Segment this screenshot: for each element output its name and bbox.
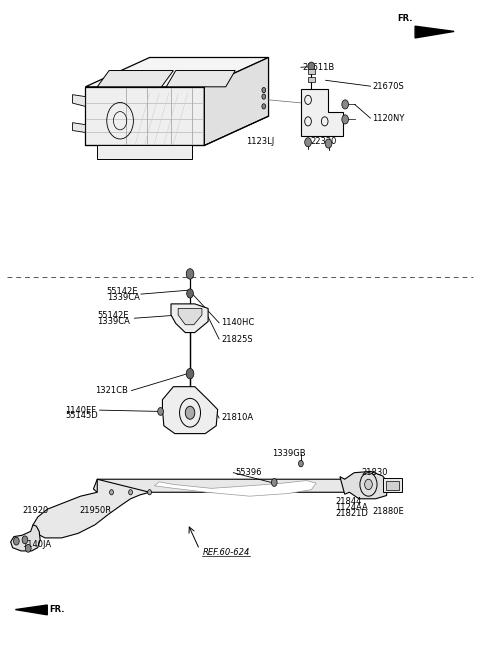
Circle shape xyxy=(342,115,348,124)
Polygon shape xyxy=(155,481,316,496)
Text: 1321CB: 1321CB xyxy=(95,386,128,395)
Circle shape xyxy=(22,536,28,544)
Text: 21810A: 21810A xyxy=(221,413,253,422)
Polygon shape xyxy=(415,26,454,38)
Polygon shape xyxy=(72,94,85,106)
Polygon shape xyxy=(97,146,192,159)
Text: 1140HC: 1140HC xyxy=(221,318,254,327)
Circle shape xyxy=(262,94,266,99)
Text: 1339CA: 1339CA xyxy=(97,317,130,326)
Circle shape xyxy=(13,537,19,545)
Polygon shape xyxy=(340,472,387,499)
Circle shape xyxy=(305,138,312,147)
Circle shape xyxy=(325,139,332,148)
Text: 21825S: 21825S xyxy=(221,335,252,344)
Text: 55142E: 55142E xyxy=(107,287,138,296)
Circle shape xyxy=(129,489,132,495)
Text: FR.: FR. xyxy=(397,14,412,23)
Polygon shape xyxy=(72,123,85,133)
Circle shape xyxy=(187,289,193,298)
Circle shape xyxy=(185,406,195,419)
Text: 1120NY: 1120NY xyxy=(372,113,405,123)
Polygon shape xyxy=(85,58,268,87)
Bar xyxy=(383,478,402,492)
Polygon shape xyxy=(97,71,173,87)
Polygon shape xyxy=(204,58,268,146)
Circle shape xyxy=(365,480,372,489)
Circle shape xyxy=(25,544,31,552)
Text: 55396: 55396 xyxy=(235,468,262,477)
Circle shape xyxy=(299,461,303,467)
Text: 1140EF: 1140EF xyxy=(65,405,96,415)
Circle shape xyxy=(271,479,277,486)
Circle shape xyxy=(158,407,163,415)
Text: 1140JA: 1140JA xyxy=(22,540,51,549)
Text: 21830: 21830 xyxy=(362,468,388,477)
Text: 21920: 21920 xyxy=(22,506,48,515)
Bar xyxy=(308,70,315,74)
Polygon shape xyxy=(11,525,40,551)
Text: 1124AA: 1124AA xyxy=(335,502,368,512)
Text: 21611B: 21611B xyxy=(303,63,335,72)
Circle shape xyxy=(109,489,113,495)
Polygon shape xyxy=(171,304,208,333)
Polygon shape xyxy=(33,480,150,538)
Text: 22320: 22320 xyxy=(311,137,337,146)
Circle shape xyxy=(186,369,194,379)
Text: 1339CA: 1339CA xyxy=(107,293,140,302)
Polygon shape xyxy=(166,71,235,87)
Text: 21670S: 21670S xyxy=(372,81,404,91)
Polygon shape xyxy=(178,308,202,325)
Polygon shape xyxy=(162,386,217,434)
Circle shape xyxy=(186,269,194,279)
Circle shape xyxy=(262,104,266,109)
Circle shape xyxy=(342,100,348,109)
Polygon shape xyxy=(94,480,349,492)
Circle shape xyxy=(262,87,266,92)
Text: 21844: 21844 xyxy=(335,497,361,506)
Text: REF.60-624: REF.60-624 xyxy=(203,548,250,558)
Text: 21821D: 21821D xyxy=(335,508,368,518)
Text: 55145D: 55145D xyxy=(65,411,97,420)
Text: FR.: FR. xyxy=(49,605,65,614)
Text: 21950R: 21950R xyxy=(79,506,111,515)
Text: 55142E: 55142E xyxy=(97,311,129,320)
Text: 1339GB: 1339GB xyxy=(272,449,306,459)
Polygon shape xyxy=(85,87,204,146)
Polygon shape xyxy=(301,89,343,136)
Bar xyxy=(308,77,315,82)
Text: 1123LJ: 1123LJ xyxy=(247,137,275,146)
Circle shape xyxy=(148,489,152,495)
Circle shape xyxy=(308,62,315,72)
Bar xyxy=(385,481,399,489)
Text: 21880E: 21880E xyxy=(372,507,404,516)
Polygon shape xyxy=(15,605,48,615)
